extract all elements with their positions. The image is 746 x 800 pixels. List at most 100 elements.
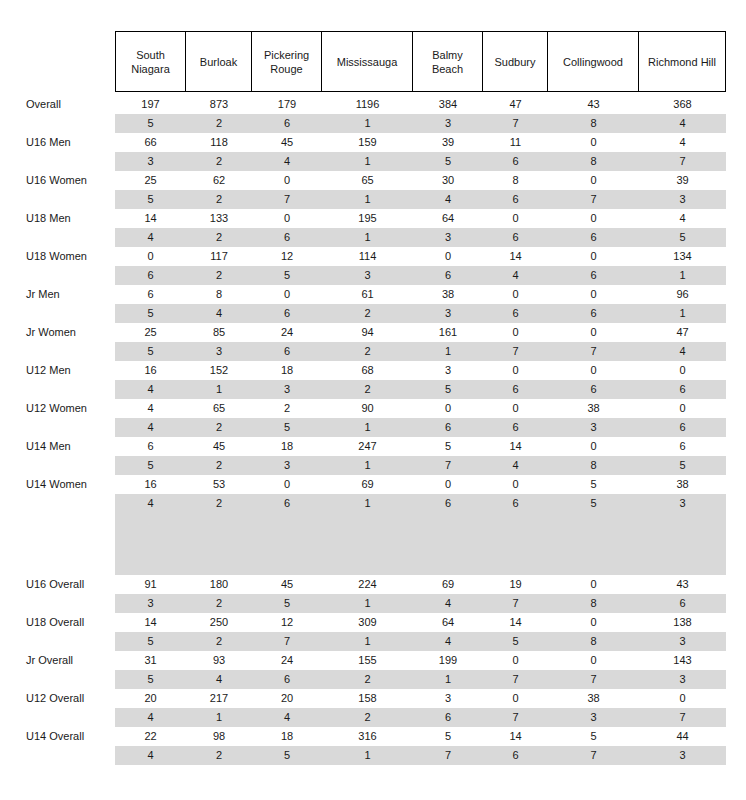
rank-cell: 2	[186, 152, 252, 171]
value-cell: 0	[252, 285, 322, 304]
row-label-empty	[0, 228, 115, 247]
rank-cell: 1	[322, 114, 413, 133]
rank-cell: 5	[252, 746, 322, 765]
rank-cell: 6	[252, 114, 322, 133]
row-label: U16 Overall	[0, 575, 115, 594]
rank-cell: 6	[639, 418, 726, 437]
rank-cell: 5	[115, 114, 186, 133]
rank-cell: 7	[548, 190, 639, 209]
value-cell: 158	[322, 689, 413, 708]
value-cell: 0	[548, 247, 639, 266]
rank-cell: 4	[252, 708, 322, 727]
row-label: U14 Overall	[0, 727, 115, 746]
rank-cell: 1	[186, 708, 252, 727]
rank-cell: 6	[639, 380, 726, 399]
value-cell: 309	[322, 613, 413, 632]
value-cell: 69	[413, 575, 483, 594]
rank-cell: 7	[413, 456, 483, 475]
ranks-row-u18-women: 62536461	[0, 266, 746, 285]
table-header-row: South NiagaraBurloakPickering RougeMissi…	[0, 31, 746, 92]
rank-cell: 5	[115, 190, 186, 209]
rank-cell: 5	[115, 632, 186, 651]
value-cell: 65	[322, 171, 413, 190]
value-cell: 217	[186, 689, 252, 708]
value-cell: 0	[548, 575, 639, 594]
ranks-row-jr-overall: 54621773	[0, 670, 746, 689]
ranks-row-u14-women: 42616653	[0, 494, 746, 513]
rank-cell: 1	[322, 494, 413, 513]
value-cell: 0	[639, 689, 726, 708]
rank-cell: 3	[115, 152, 186, 171]
rank-cell: 2	[186, 418, 252, 437]
value-cell: 161	[413, 323, 483, 342]
row-label-empty	[0, 304, 115, 323]
rank-cell: 2	[186, 190, 252, 209]
rank-cell: 8	[548, 152, 639, 171]
value-cell: 134	[639, 247, 726, 266]
rank-cell: 4	[483, 266, 548, 285]
value-cell: 38	[413, 285, 483, 304]
rank-cell: 2	[186, 456, 252, 475]
value-cell: 199	[413, 651, 483, 670]
row-label: Jr Women	[0, 323, 115, 342]
rank-cell: 6	[483, 746, 548, 765]
ranks-row-u12-men: 41325666	[0, 380, 746, 399]
value-cell: 4	[639, 209, 726, 228]
value-cell: 0	[483, 475, 548, 494]
row-label-empty	[0, 594, 115, 613]
rank-cell: 2	[322, 342, 413, 361]
ranks-row-u18-overall: 52714583	[0, 632, 746, 651]
rank-cell: 2	[322, 708, 413, 727]
value-cell: 873	[186, 95, 252, 114]
rank-cell: 6	[413, 266, 483, 285]
rank-cell: 3	[322, 266, 413, 285]
rank-cell: 1	[322, 418, 413, 437]
spacer-gray-block	[115, 513, 726, 575]
rank-cell: 3	[252, 456, 322, 475]
value-cell: 85	[186, 323, 252, 342]
rank-cell: 4	[413, 632, 483, 651]
column-header-richmond-hill: Richmond Hill	[639, 31, 726, 92]
rank-cell: 6	[639, 594, 726, 613]
value-cell: 224	[322, 575, 413, 594]
row-label: U12 Men	[0, 361, 115, 380]
rank-cell: 5	[639, 228, 726, 247]
value-cell: 1196	[322, 95, 413, 114]
ranks-row-u12-overall: 41426737	[0, 708, 746, 727]
value-cell: 61	[322, 285, 413, 304]
values-row-u12-overall: U12 Overall202172015830380	[0, 689, 746, 708]
rank-cell: 6	[115, 266, 186, 285]
rank-cell: 1	[639, 266, 726, 285]
rank-cell: 6	[548, 228, 639, 247]
rank-cell: 6	[252, 304, 322, 323]
value-cell: 0	[413, 399, 483, 418]
values-row-u14-men: U14 Men6451824751406	[0, 437, 746, 456]
rank-cell: 5	[483, 632, 548, 651]
value-cell: 24	[252, 323, 322, 342]
rank-cell: 6	[413, 418, 483, 437]
value-cell: 64	[413, 613, 483, 632]
value-cell: 94	[322, 323, 413, 342]
ranks-row-u14-overall: 42517673	[0, 746, 746, 765]
value-cell: 65	[186, 399, 252, 418]
value-cell: 2	[252, 399, 322, 418]
value-cell: 159	[322, 133, 413, 152]
rank-cell: 1	[639, 304, 726, 323]
rank-cell: 7	[483, 342, 548, 361]
rank-cell: 5	[115, 456, 186, 475]
rank-cell: 1	[322, 456, 413, 475]
value-cell: 117	[186, 247, 252, 266]
value-cell: 0	[548, 361, 639, 380]
value-cell: 5	[548, 475, 639, 494]
rank-cell: 1	[322, 632, 413, 651]
value-cell: 5	[548, 727, 639, 746]
value-cell: 152	[186, 361, 252, 380]
value-cell: 68	[322, 361, 413, 380]
rank-cell: 7	[252, 190, 322, 209]
row-label: U16 Women	[0, 171, 115, 190]
rank-cell: 2	[322, 670, 413, 689]
rank-cell: 4	[252, 152, 322, 171]
value-cell: 0	[115, 247, 186, 266]
ranks-row-u14-men: 52317485	[0, 456, 746, 475]
rank-cell: 1	[322, 152, 413, 171]
